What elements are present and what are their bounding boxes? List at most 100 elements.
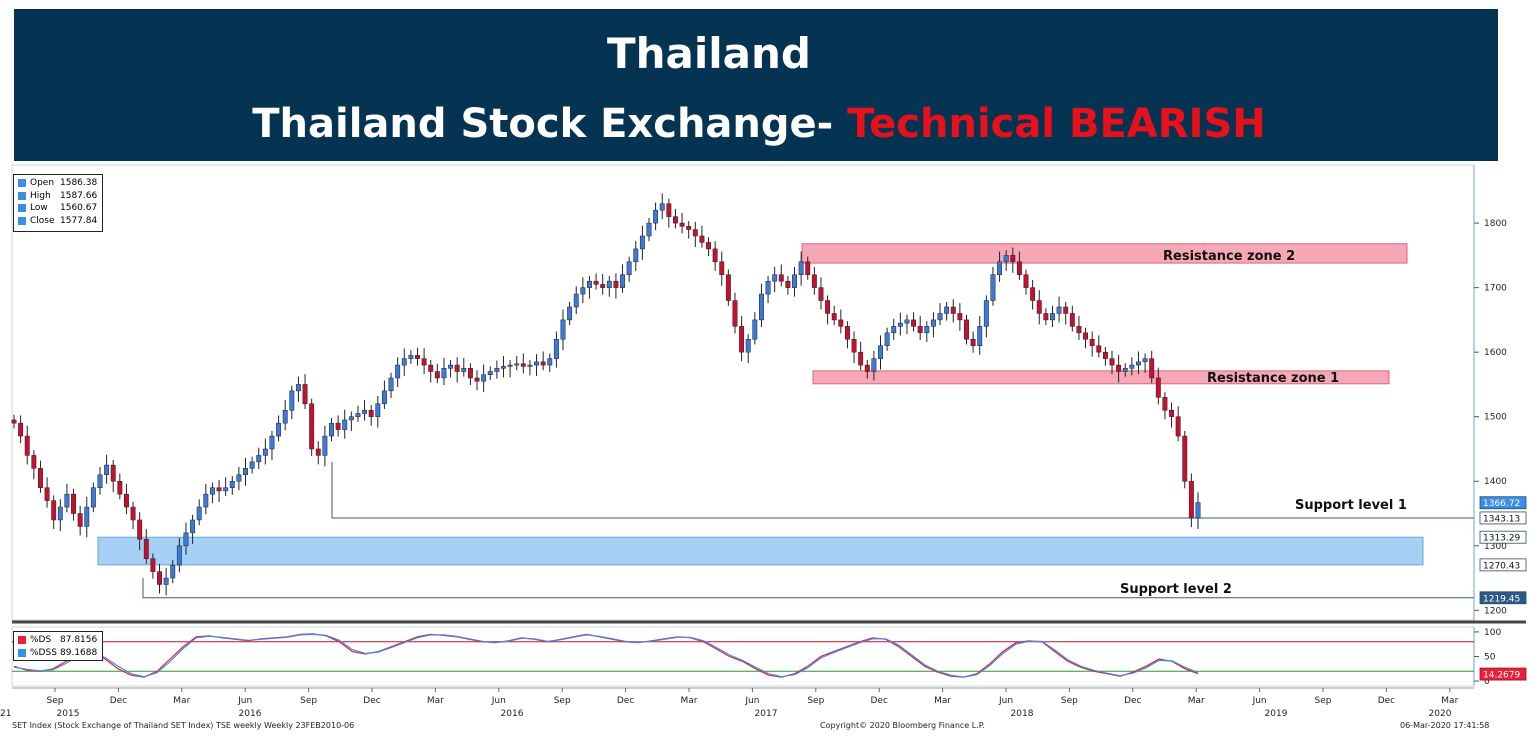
price-candle bbox=[1188, 480, 1194, 519]
support-level-2-line bbox=[142, 578, 1474, 599]
price-candle bbox=[520, 363, 526, 367]
price-candle bbox=[415, 355, 420, 359]
y-tick-label: 1600 bbox=[1484, 348, 1507, 358]
subtitle-bearish-highlight: Technical BEARISH bbox=[847, 101, 1266, 147]
price-candle bbox=[712, 248, 718, 263]
price-candle bbox=[633, 248, 639, 263]
price-candle bbox=[699, 235, 705, 243]
price-candle bbox=[130, 506, 136, 521]
x-tick-label: Sep bbox=[47, 696, 64, 706]
price-candle bbox=[38, 468, 43, 488]
x-tick-label: Dec bbox=[363, 696, 380, 706]
price-candle bbox=[851, 339, 857, 353]
price-candle bbox=[878, 345, 883, 359]
price-candle bbox=[408, 355, 414, 359]
legend-row-high: High 1587.66 bbox=[18, 190, 102, 203]
price-candle bbox=[1016, 261, 1022, 275]
price-candle bbox=[1050, 313, 1055, 321]
price-candle bbox=[57, 506, 63, 521]
price-candle bbox=[977, 326, 983, 346]
dss-line bbox=[13, 633, 1199, 678]
price-candle bbox=[646, 222, 652, 237]
legend-row-ds: %DS 87.8156 bbox=[18, 634, 102, 647]
price-candle bbox=[223, 487, 229, 492]
price-candle bbox=[911, 319, 917, 327]
price-candle bbox=[990, 274, 996, 301]
price-candle bbox=[838, 319, 844, 327]
price-candle bbox=[937, 313, 943, 321]
price-candle bbox=[190, 519, 196, 534]
price-candle bbox=[11, 419, 17, 424]
price-candle bbox=[964, 319, 969, 340]
price-candle bbox=[659, 203, 665, 211]
price-candle bbox=[18, 422, 24, 437]
price-candle bbox=[692, 229, 698, 237]
price-candle bbox=[553, 339, 559, 359]
legend-value: 1586.38 bbox=[60, 178, 98, 188]
price-candle bbox=[203, 493, 209, 508]
price-candle bbox=[1136, 361, 1141, 366]
price-candle bbox=[970, 339, 976, 346]
x-year-label: 2018 bbox=[1011, 709, 1034, 719]
price-candle bbox=[573, 293, 579, 308]
x-tick-label: Jun bbox=[744, 696, 759, 706]
page-subtitle: Thailand Stock Exchange- Technical BEARI… bbox=[14, 101, 1504, 147]
price-candle bbox=[302, 384, 308, 405]
osc-value-label: 14.2679 bbox=[1483, 671, 1520, 681]
price-candle bbox=[329, 422, 334, 437]
price-candle bbox=[1089, 339, 1095, 346]
resistance-zone-1 bbox=[812, 370, 1390, 385]
price-candle bbox=[844, 326, 850, 340]
legend-row-dss: %DSS 89.1688 bbox=[18, 647, 102, 660]
price-candle bbox=[1043, 313, 1049, 321]
x-year-label: 2016 bbox=[239, 709, 262, 719]
price-candle bbox=[1195, 502, 1201, 519]
price-candle bbox=[501, 366, 506, 369]
price-label-support-1-box bbox=[1479, 511, 1527, 525]
title-banner: Thailand Thailand Stock Exchange- Techni… bbox=[14, 9, 1498, 161]
price-candle bbox=[1010, 255, 1016, 263]
price-candle bbox=[719, 261, 725, 275]
price-candle bbox=[891, 326, 897, 334]
price-candle bbox=[474, 377, 480, 382]
x-tick-label: Dec bbox=[870, 696, 887, 706]
price-candle bbox=[441, 368, 447, 379]
x-tick-label: Mar bbox=[934, 696, 951, 706]
price-candle bbox=[580, 287, 586, 295]
price-label-last: 1366.72 bbox=[1483, 499, 1520, 509]
price-candle bbox=[1083, 332, 1089, 340]
price-candle bbox=[1122, 368, 1128, 372]
price-candle bbox=[24, 435, 30, 456]
price-candle bbox=[31, 455, 37, 469]
price-candle bbox=[77, 513, 83, 527]
osc-value-box bbox=[1479, 667, 1527, 681]
price-candle bbox=[725, 274, 731, 301]
price-candle bbox=[897, 322, 903, 327]
price-candle bbox=[1142, 358, 1148, 363]
price-candle bbox=[395, 364, 401, 379]
price-candle bbox=[461, 368, 467, 372]
support-level-2-label: Support level 2 bbox=[1120, 582, 1232, 597]
support-level-1-label: Support level 1 bbox=[1295, 498, 1407, 513]
support-zone bbox=[97, 536, 1424, 566]
ds-line bbox=[13, 633, 1199, 678]
price-label-zone-low: 1270.43 bbox=[1483, 561, 1520, 571]
price-candle bbox=[758, 293, 764, 321]
oscillator-panel-frame bbox=[11, 626, 1475, 687]
y-tick-label: 1800 bbox=[1484, 219, 1507, 229]
osc-tick-label: 50 bbox=[1484, 653, 1496, 663]
ohlc-legend: Open 1586.38 High 1587.66 Low 1560.67 Close… bbox=[13, 174, 103, 232]
x-tick-label: Mar bbox=[1188, 696, 1205, 706]
price-candle bbox=[467, 368, 473, 379]
price-candle bbox=[335, 422, 341, 430]
price-candle bbox=[831, 313, 837, 321]
price-candle bbox=[884, 332, 890, 346]
price-candle bbox=[249, 461, 255, 469]
legend-value: 87.8156 bbox=[60, 635, 98, 645]
price-candle bbox=[620, 274, 625, 288]
legend-swatch bbox=[18, 204, 26, 213]
price-candle bbox=[686, 226, 692, 230]
price-candle bbox=[289, 390, 295, 411]
y-tick-label: 1400 bbox=[1484, 477, 1507, 487]
price-candle bbox=[256, 455, 262, 463]
